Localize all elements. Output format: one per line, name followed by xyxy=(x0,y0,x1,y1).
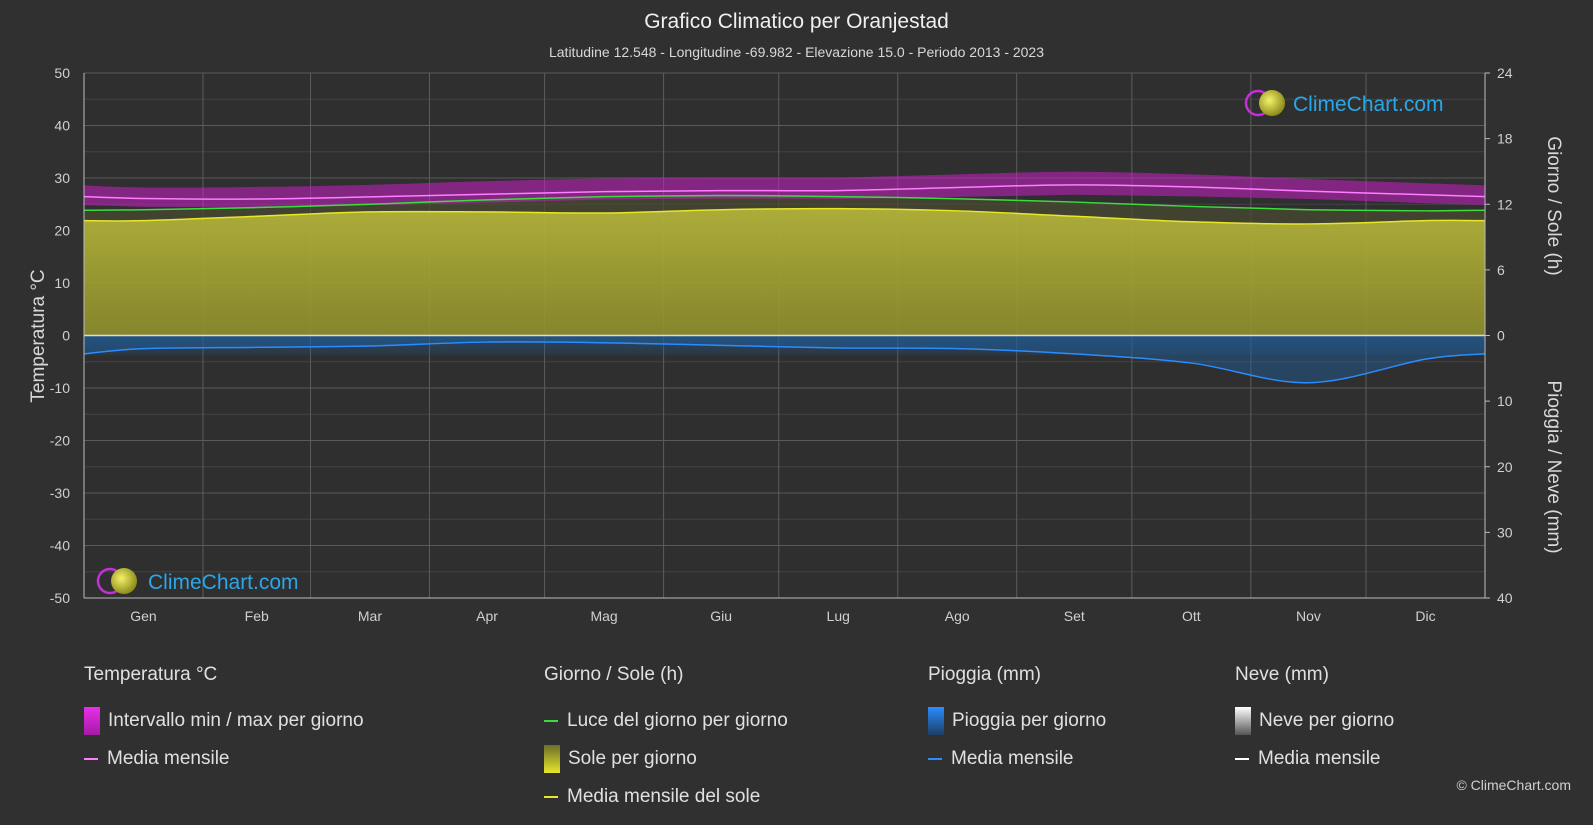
month-label: Set xyxy=(1064,608,1085,624)
temp-mean-swatch xyxy=(84,758,98,760)
legend-snow: Neve (mm) Neve per giorno Media mensile xyxy=(1235,664,1394,778)
chart-subtitle: Latitudine 12.548 - Longitudine -69.982 … xyxy=(548,44,1045,60)
legend-label: Neve per giorno xyxy=(1259,710,1395,731)
legend-heading: Pioggia (mm) xyxy=(928,664,1041,685)
legend-temperature: Temperatura °C Intervallo min / max per … xyxy=(84,664,364,778)
month-label: Lug xyxy=(827,608,850,624)
copyright: © ClimeChart.com xyxy=(1456,777,1571,793)
left-tick-label: 0 xyxy=(62,328,70,344)
legend-item-daylight: Luce del giorno per giorno xyxy=(544,702,788,740)
month-label: Ott xyxy=(1182,608,1201,624)
legend-item-sunshine: Sole per giorno xyxy=(544,740,788,778)
sunshine-mean-line xyxy=(83,207,1486,225)
month-label: Feb xyxy=(245,608,269,624)
right-bottom-tick-label: 40 xyxy=(1497,590,1513,606)
left-axis-title: Temperatura °C xyxy=(28,269,49,402)
right-bottom-axis-title: Pioggia / Neve (mm) xyxy=(1543,380,1564,553)
rain-mean-swatch xyxy=(928,758,942,760)
logo-text: ClimeChart.com xyxy=(1293,93,1444,116)
daylight-line xyxy=(83,194,1486,212)
logo-sun-icon xyxy=(1259,90,1285,116)
left-tick-label: -20 xyxy=(50,433,70,449)
left-tick-label: 40 xyxy=(54,118,70,134)
legend-heading: Temperatura °C xyxy=(84,664,218,685)
legend-label: Media mensile xyxy=(1258,748,1381,769)
legend-heading: Neve (mm) xyxy=(1235,664,1329,685)
right-top-tick-label: 18 xyxy=(1497,131,1513,147)
left-tick-label: 10 xyxy=(54,275,70,291)
left-tick-label: -10 xyxy=(50,380,70,396)
rain-swatch xyxy=(928,707,944,735)
legend-item-snow-daily: Neve per giorno xyxy=(1235,702,1394,740)
left-tick-label: -40 xyxy=(50,538,70,554)
month-label: Dic xyxy=(1415,608,1435,624)
month-label: Gen xyxy=(130,608,156,624)
left-tick-label: 50 xyxy=(54,65,70,81)
left-tick-label: -30 xyxy=(50,485,70,501)
sunshine-area xyxy=(84,208,1485,336)
rain-shade xyxy=(84,335,1485,356)
legend-sun: Giorno / Sole (h) Luce del giorno per gi… xyxy=(544,664,788,816)
right-top-axis-title: Giorno / Sole (h) xyxy=(1543,136,1564,275)
legend-label: Pioggia per giorno xyxy=(952,710,1107,731)
right-bottom-tick-label: 10 xyxy=(1497,393,1513,409)
month-label: Ago xyxy=(945,608,970,624)
legend-item-rain-mean: Media mensile xyxy=(928,740,1106,778)
legend-item-snow-mean: Media mensile xyxy=(1235,740,1394,778)
axes: 50 40 30 20 10 0 -10 -20 -30 -40 -50 24 18 12 6 0 10 20 30… xyxy=(50,65,1513,624)
snow-swatch xyxy=(1235,707,1251,735)
logo-text: ClimeChart.com xyxy=(148,571,299,594)
legend-label: Luce del giorno per giorno xyxy=(567,710,788,731)
month-label: Mar xyxy=(358,608,382,624)
right-bottom-tick-label: 20 xyxy=(1497,459,1513,475)
sunshine-swatch xyxy=(544,745,560,773)
right-top-tick-label: 6 xyxy=(1497,262,1505,278)
legend-item-rain-daily: Pioggia per giorno xyxy=(928,702,1106,740)
temp-mean-line xyxy=(83,184,1486,200)
legend-rain: Pioggia (mm) Pioggia per giorno Media me… xyxy=(928,664,1106,778)
rain-mean-line xyxy=(83,341,1486,384)
legend-heading: Giorno / Sole (h) xyxy=(544,664,684,685)
legend-item-temp-mean: Media mensile xyxy=(84,740,364,778)
logo-sun-icon xyxy=(111,568,137,594)
right-top-tick-label: 12 xyxy=(1497,196,1513,212)
legend-label: Intervallo min / max per giorno xyxy=(108,710,364,731)
climate-chart: 50 40 30 20 10 0 -10 -20 -30 -40 -50 24 18 12 6 0 10 20 30… xyxy=(28,65,1564,624)
legend-item-sunshine-mean: Media mensile del sole xyxy=(544,778,788,816)
snow-mean-swatch xyxy=(1235,758,1249,760)
left-tick-label: -50 xyxy=(50,590,70,606)
chart-title: Grafico Climatico per Oranjestad xyxy=(644,10,949,33)
daylight-swatch xyxy=(544,720,558,722)
month-label: Mag xyxy=(590,608,617,624)
legend-label: Sole per giorno xyxy=(568,748,697,769)
month-label: Nov xyxy=(1296,608,1321,624)
left-tick-label: 20 xyxy=(54,223,70,239)
legend-item-temp-range: Intervallo min / max per giorno xyxy=(84,702,364,740)
sunshine-mean-swatch xyxy=(544,796,558,798)
legend-label: Media mensile xyxy=(107,748,230,769)
legend-label: Media mensile del sole xyxy=(567,786,761,807)
right-bottom-tick-label: 30 xyxy=(1497,524,1513,540)
right-top-tick-label: 24 xyxy=(1497,65,1513,81)
rain-area xyxy=(84,335,1485,383)
left-tick-label: 30 xyxy=(54,170,70,186)
temp-range-band xyxy=(84,171,1485,208)
month-label: Giu xyxy=(710,608,732,624)
right-top-tick-label: 0 xyxy=(1497,328,1505,344)
logo-top-right: ClimeChart.com xyxy=(1244,89,1444,117)
month-label: Apr xyxy=(476,608,498,624)
legend-label: Media mensile xyxy=(951,748,1074,769)
logo-bottom-left: ClimeChart.com xyxy=(96,567,299,595)
temp-range-swatch xyxy=(84,707,100,735)
plot-area xyxy=(83,171,1486,384)
